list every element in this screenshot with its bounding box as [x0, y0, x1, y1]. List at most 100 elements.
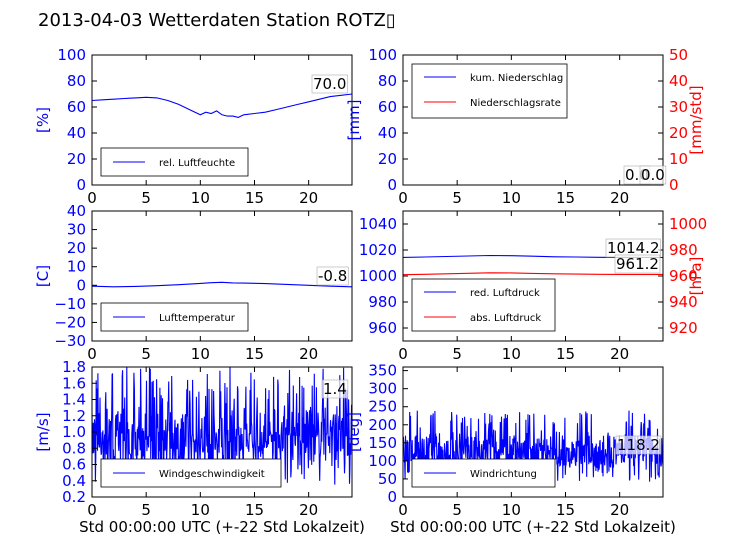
legend-label-pressure-1: abs. Luftdruck: [470, 313, 541, 324]
y-tick-label-temperature: 20: [67, 239, 86, 257]
value-annotation-humidity-0: 70.0: [313, 75, 346, 93]
y2-tick-label-precip: 40: [669, 72, 688, 90]
x-tick-label-pressure: 0: [398, 345, 408, 363]
y2-tick-label-precip: 30: [669, 98, 688, 116]
y-tick-label-temperature: −20: [54, 313, 86, 331]
legend-label-winddir-0: Windrichtung: [470, 469, 537, 480]
series-line-windspeed-0: [92, 367, 352, 485]
x-tick-label-temperature: 0: [87, 345, 97, 363]
x-tick-label-windspeed: 10: [191, 501, 210, 519]
y-tick-label-temperature: −10: [54, 295, 86, 313]
x-tick-label-windspeed: 20: [299, 501, 318, 519]
x-tick-label-temperature: 10: [191, 345, 210, 363]
y-tick-label-precip: 80: [378, 72, 397, 90]
y-tick-label-windspeed: 0.2: [62, 488, 86, 506]
axes-frame-winddir: [402, 366, 664, 498]
x-tick-label-precip: 15: [556, 189, 575, 207]
value-annotation-temperature-0: -0.8: [318, 267, 347, 285]
y-tick-label-temperature: −30: [54, 332, 86, 350]
y-tick-label-windspeed: 1.0: [62, 423, 86, 441]
y-tick-label-winddir: 300: [368, 380, 397, 398]
y-tick-label-windspeed: 1.8: [62, 358, 86, 376]
legend-label-precip-1: Niederschlagsrate: [470, 98, 561, 109]
y-axis-label-windspeed: [m/s]: [34, 412, 52, 451]
value-annotation-box-winddir-0: [615, 435, 662, 455]
x-tick-label-winddir: 20: [610, 501, 629, 519]
x-tick-label-windspeed: 15: [245, 501, 264, 519]
value-annotation-pressure-0: 1014.2: [607, 239, 660, 257]
x-tick-label-humidity: 10: [191, 189, 210, 207]
y2-tick-label-pressure: 940: [669, 293, 698, 311]
value-annotation-precip-1: 0.0: [641, 166, 665, 184]
x-tick-label-pressure: 15: [556, 345, 575, 363]
y-tick-label-winddir: 200: [368, 416, 397, 434]
series-line-temperature-0: [92, 281, 352, 288]
y-tick-label-precip: 40: [378, 124, 397, 142]
y-tick-label-windspeed: 0.8: [62, 439, 86, 457]
y-tick-label-precip: 0: [387, 176, 397, 194]
y-tick-label-temperature: 0: [76, 276, 86, 294]
x-axis-label-windspeed: Std 00:00:00 UTC (+-22 Std Lokalzeit): [79, 518, 365, 536]
value-annotation-windspeed-0: 1.4: [323, 380, 347, 398]
y-tick-label-temperature: 10: [67, 258, 86, 276]
x-tick-label-windspeed: 0: [87, 501, 97, 519]
y-tick-label-humidity: 80: [67, 72, 86, 90]
y2-tick-label-precip: 50: [669, 46, 688, 64]
y2-tick-label-pressure: 960: [669, 267, 698, 285]
x-tick-label-winddir: 10: [502, 501, 521, 519]
y-axis-label-temperature: [C]: [34, 265, 52, 287]
y2-tick-label-pressure: 1000: [669, 215, 707, 233]
axes-frame-temperature: [91, 210, 353, 342]
x-tick-label-precip: 5: [452, 189, 462, 207]
x-tick-label-precip: 10: [502, 189, 521, 207]
y2-axis-label-pressure: [hPa]: [687, 257, 705, 296]
y-tick-label-temperature: 30: [67, 221, 86, 239]
y-tick-label-winddir: 100: [368, 452, 397, 470]
y-axis-label-precip: [mm]: [345, 100, 363, 141]
legend-box-precip: [411, 63, 568, 119]
legend-box-pressure: [411, 278, 556, 332]
y-tick-label-pressure: 960: [368, 319, 397, 337]
y-tick-label-precip: 100: [368, 46, 397, 64]
y-tick-label-winddir: 150: [368, 434, 397, 452]
axes-frame-precip: [402, 54, 664, 186]
y-tick-label-temperature: 40: [67, 202, 86, 220]
y-tick-label-precip: 20: [378, 150, 397, 168]
y-tick-label-humidity: 20: [67, 150, 86, 168]
legend-label-temperature-0: Lufttemperatur: [159, 313, 236, 324]
y-tick-label-humidity: 0: [76, 176, 86, 194]
legend-label-pressure-0: red. Luftdruck: [470, 288, 540, 299]
value-annotation-box-pressure-1: [614, 254, 661, 274]
value-annotation-winddir-0: 118.2: [617, 436, 660, 454]
x-tick-label-humidity: 20: [299, 189, 318, 207]
x-tick-label-pressure: 20: [610, 345, 629, 363]
y2-tick-label-pressure: 920: [669, 319, 698, 337]
value-annotation-box-humidity-0: [311, 74, 348, 94]
y-axis-label-winddir: [deg]: [345, 412, 363, 452]
x-tick-label-precip: 20: [610, 189, 629, 207]
y-tick-label-winddir: 0: [387, 488, 397, 506]
y2-tick-label-precip: 20: [669, 124, 688, 142]
y-tick-label-pressure: 1040: [359, 215, 397, 233]
value-annotation-box-windspeed-0: [321, 379, 349, 399]
x-tick-label-humidity: 15: [245, 189, 264, 207]
figure-title: 2013-04-03 Wetterdaten Station ROTZ▯: [38, 10, 396, 31]
y-tick-label-windspeed: 1.4: [62, 391, 86, 409]
x-tick-label-humidity: 0: [87, 189, 97, 207]
y-tick-label-windspeed: 0.6: [62, 456, 86, 474]
y-tick-label-winddir: 350: [368, 362, 397, 380]
x-tick-label-pressure: 5: [452, 345, 462, 363]
legend-label-windspeed-0: Windgeschwindigkeit: [159, 469, 265, 480]
x-tick-label-humidity: 5: [141, 189, 151, 207]
x-tick-label-temperature: 5: [141, 345, 151, 363]
y-tick-label-humidity: 40: [67, 124, 86, 142]
x-tick-label-winddir: 15: [556, 501, 575, 519]
y-tick-label-pressure: 1000: [359, 267, 397, 285]
y-axis-label-humidity: [%]: [34, 107, 52, 133]
y2-axis-label-precip: [mm/std]: [687, 85, 705, 154]
value-annotation-box-precip-1: [639, 165, 667, 185]
y-tick-label-windspeed: 1.6: [62, 374, 86, 392]
series-line-pressure-1: [403, 272, 663, 276]
y-tick-label-pressure: 980: [368, 293, 397, 311]
